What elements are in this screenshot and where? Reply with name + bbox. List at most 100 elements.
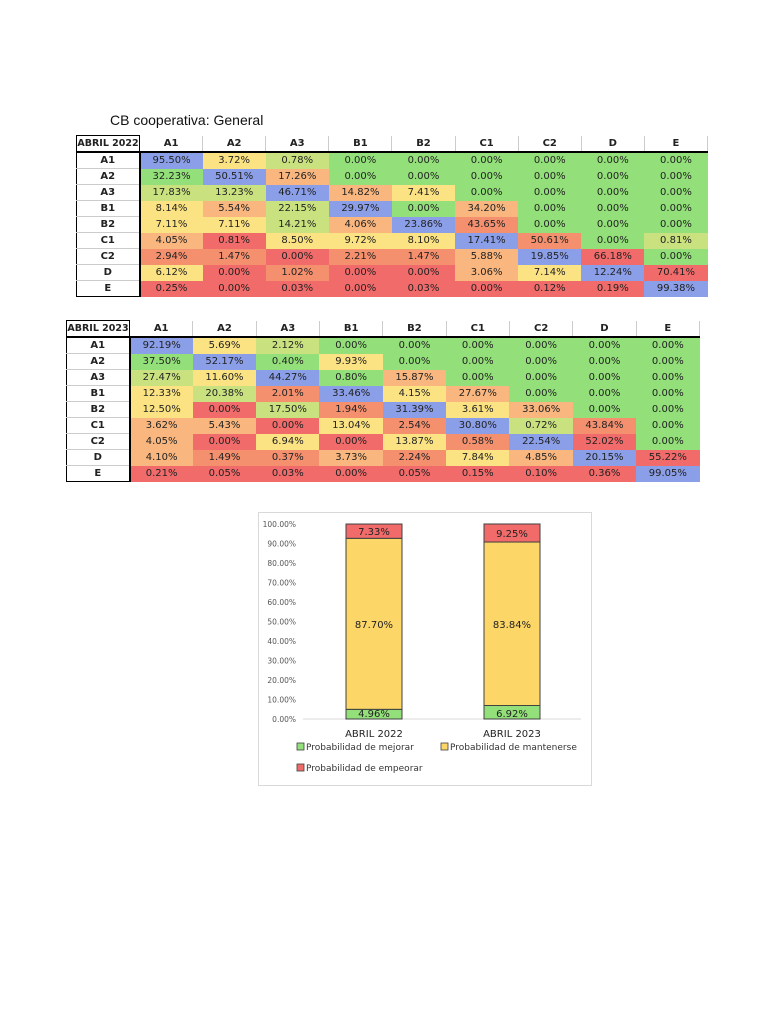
matrix-cell: 0.00% <box>644 248 708 265</box>
y-tick-label: 0.00% <box>272 715 296 724</box>
bar-segment <box>483 541 541 707</box>
matrix-cell: 13.23% <box>202 184 266 201</box>
matrix-cell: 9.72% <box>328 232 392 249</box>
matrix-cell: 0.00% <box>455 152 519 169</box>
matrix-cell: 0.00% <box>455 168 519 185</box>
table-row: A2 37.50% 52.17% 0.40% 9.93% 0.00% 0.00% 0.00% 0… <box>66 353 700 370</box>
matrix-cell: 0.00% <box>581 232 645 249</box>
matrix-cell: 0.81% <box>202 232 266 249</box>
y-tick-label: 60.00% <box>267 598 296 607</box>
matrix-cell: 2.01% <box>256 385 320 402</box>
matrix-cell: 17.50% <box>256 401 320 418</box>
row-label: C1 <box>66 417 131 434</box>
matrix-cell: 34.20% <box>455 200 519 217</box>
data-label: 7.33% <box>358 527 390 538</box>
matrix-cell: 4.05% <box>139 232 203 249</box>
table-row: E 0.25% 0.00% 0.03% 0.00% 0.03% 0.00% 0.12% 0.19… <box>76 280 708 297</box>
matrix-cell: 0.00% <box>192 401 257 418</box>
matrix-cell: 0.00% <box>328 152 392 169</box>
table-row: E 0.21% 0.05% 0.03% 0.00% 0.05% 0.15% 0.10% 0.36… <box>66 465 700 482</box>
matrix-cell: 0.00% <box>202 280 266 297</box>
matrix-cell: 8.10% <box>391 232 456 249</box>
row-label: C1 <box>76 232 141 249</box>
matrix-cell: 0.00% <box>572 385 637 402</box>
matrix-cell: 0.05% <box>192 465 257 482</box>
matrix-cell: 0.00% <box>265 248 329 265</box>
category-label: ABRIL 2022 <box>345 729 403 740</box>
matrix-cell: 0.00% <box>328 280 392 297</box>
matrix-cell: 7.11% <box>139 216 203 233</box>
matrix-cell: 33.46% <box>319 385 383 402</box>
matrix-cell: 0.00% <box>636 401 700 418</box>
column-header: A3 <box>256 320 320 338</box>
matrix-cell: 33.06% <box>509 401 573 418</box>
row-label: A3 <box>66 369 131 386</box>
matrix-cell: 0.21% <box>129 465 193 482</box>
matrix-cell: 0.00% <box>581 200 645 217</box>
table-row: D 4.10% 1.49% 0.37% 3.73% 2.24% 7.84% 4.85% 20.1… <box>66 449 700 466</box>
matrix-cell: 0.00% <box>636 385 700 402</box>
matrix-cell: 0.00% <box>455 280 519 297</box>
transition-matrix-2023: ABRIL 2023 A1 A2 A3 B1 B2 C1 C2 D E A1 92.19% 5.69% 2… <box>66 320 701 482</box>
matrix-cell: 17.83% <box>139 184 203 201</box>
row-label: B2 <box>76 216 141 233</box>
matrix-cell: 0.10% <box>509 465 573 482</box>
corner-label: ABRIL 2022 <box>76 135 140 153</box>
matrix-cell: 0.00% <box>644 216 708 233</box>
matrix-cell: 11.60% <box>192 369 257 386</box>
table-row: B2 7.11% 7.11% 14.21% 4.06% 23.86% 43.65% 0.00%… <box>76 216 708 233</box>
document-title: CB cooperativa: General <box>110 112 264 128</box>
row-label: A2 <box>66 353 131 370</box>
matrix-cell: 0.03% <box>265 280 329 297</box>
category-label: ABRIL 2023 <box>483 729 541 740</box>
matrix-cell: 2.54% <box>382 417 447 434</box>
row-label: C2 <box>76 248 141 265</box>
matrix-cell: 13.04% <box>319 417 383 434</box>
matrix-cell: 5.54% <box>202 200 266 217</box>
matrix-cell: 1.02% <box>265 264 329 281</box>
table-row: C2 4.05% 0.00% 6.94% 0.00% 13.87% 0.58% 22.54% 5… <box>66 433 700 450</box>
matrix-cell: 14.21% <box>265 216 329 233</box>
data-label: 87.70% <box>355 620 393 631</box>
matrix-cell: 0.00% <box>446 369 510 386</box>
matrix-cell: 3.61% <box>446 401 510 418</box>
legend-label: Probabilidad de mantenerse <box>450 743 577 753</box>
matrix-cell: 12.24% <box>581 264 645 281</box>
matrix-cell: 19.85% <box>518 248 582 265</box>
matrix-cell: 2.94% <box>139 248 203 265</box>
matrix-cell: 0.05% <box>382 465 447 482</box>
matrix-cell: 0.00% <box>319 337 383 354</box>
y-tick-label: 50.00% <box>267 618 296 627</box>
row-label: B1 <box>76 200 141 217</box>
table-row: C2 2.94% 1.47% 0.00% 2.21% 1.47% 5.88% 19.85% 66… <box>76 248 708 265</box>
matrix-cell: 0.00% <box>518 200 582 217</box>
matrix-cell: 0.00% <box>644 200 708 217</box>
matrix-cell: 52.02% <box>572 433 637 450</box>
data-label: 4.96% <box>358 709 390 720</box>
matrix-cell: 70.41% <box>644 264 708 281</box>
chart-svg: 0.00% 10.00% 20.00% 30.00% 40.00% 50.00% 60.00… <box>263 520 581 774</box>
column-header: B1 <box>328 135 393 153</box>
table-row: C1 4.05% 0.81% 8.50% 9.72% 8.10% 17.41% 50.61% 0… <box>76 232 708 249</box>
matrix-cell: 0.00% <box>518 216 582 233</box>
matrix-cell: 0.36% <box>572 465 637 482</box>
matrix-cell: 0.03% <box>256 465 320 482</box>
matrix-cell: 0.00% <box>391 264 456 281</box>
matrix-cell: 0.00% <box>328 168 392 185</box>
matrix-cell: 8.14% <box>139 200 203 217</box>
matrix-cell: 1.49% <box>192 449 257 466</box>
matrix-cell: 0.00% <box>581 168 645 185</box>
matrix-cell: 46.71% <box>265 184 329 201</box>
matrix-cell: 50.61% <box>518 232 582 249</box>
matrix-cell: 7.41% <box>391 184 456 201</box>
matrix-cell: 3.73% <box>319 449 383 466</box>
column-header: C2 <box>509 320 574 338</box>
matrix-cell: 20.15% <box>572 449 637 466</box>
matrix-cell: 0.03% <box>391 280 456 297</box>
matrix-cell: 4.05% <box>129 433 193 450</box>
matrix-cell: 1.47% <box>391 248 456 265</box>
y-tick-label: 20.00% <box>267 676 296 685</box>
matrix-cell: 55.22% <box>636 449 700 466</box>
legend-swatch <box>296 742 305 751</box>
